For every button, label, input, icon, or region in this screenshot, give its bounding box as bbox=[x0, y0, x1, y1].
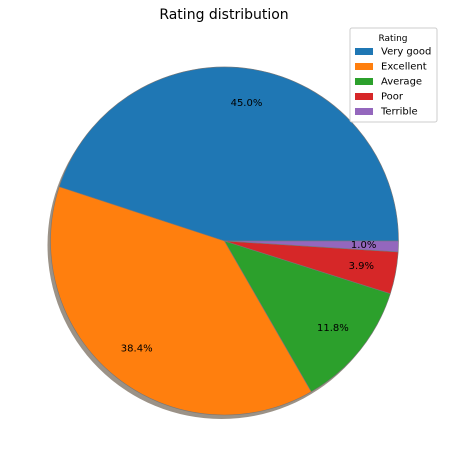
pie-slice-excellent bbox=[50, 186, 312, 416]
legend-items: Very good Excellent Average Poor Terrible bbox=[355, 47, 431, 118]
legend-swatch-terrible bbox=[355, 108, 373, 115]
legend-swatch-poor bbox=[355, 93, 373, 100]
legend-swatch-average bbox=[355, 78, 373, 85]
legend-title: Rating bbox=[378, 34, 407, 44]
legend-swatch-very-good bbox=[355, 48, 373, 55]
legend-label-very-good: Very good bbox=[381, 47, 431, 58]
legend: Rating Very good Excellent Average Poor Terr… bbox=[349, 27, 438, 123]
legend-label-poor: Poor bbox=[381, 92, 404, 103]
pie-slice-average bbox=[224, 240, 391, 393]
legend-swatch-excellent bbox=[355, 63, 373, 70]
pie-label-terrible: 1.0% bbox=[351, 240, 376, 251]
pie-label-average: 11.8% bbox=[317, 323, 349, 334]
pie-labels: 45.0% 38.4% 11.8% 3.9% 1.0% bbox=[121, 98, 377, 354]
legend-label-terrible: Terrible bbox=[380, 107, 418, 118]
pie-label-excellent: 38.4% bbox=[121, 344, 153, 355]
pie-slice-terrible bbox=[224, 240, 399, 253]
chart-title: Rating distribution bbox=[159, 7, 288, 23]
pie-slices bbox=[50, 66, 399, 416]
legend-label-average: Average bbox=[381, 77, 422, 88]
pie-label-very-good: 45.0% bbox=[231, 98, 263, 109]
legend-label-excellent: Excellent bbox=[381, 62, 427, 73]
pie-slice-very-good bbox=[58, 66, 399, 242]
pie-label-poor: 3.9% bbox=[349, 261, 374, 272]
